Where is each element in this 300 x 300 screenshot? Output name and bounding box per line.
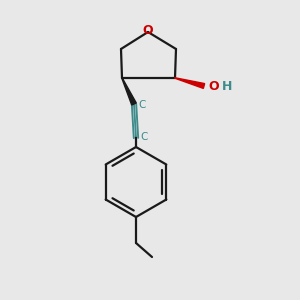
Polygon shape [122, 78, 136, 105]
Text: H: H [222, 80, 232, 92]
Polygon shape [175, 78, 205, 88]
Text: O: O [143, 25, 153, 38]
Text: C: C [140, 132, 147, 142]
Text: O: O [208, 80, 219, 92]
Text: C: C [138, 100, 146, 110]
